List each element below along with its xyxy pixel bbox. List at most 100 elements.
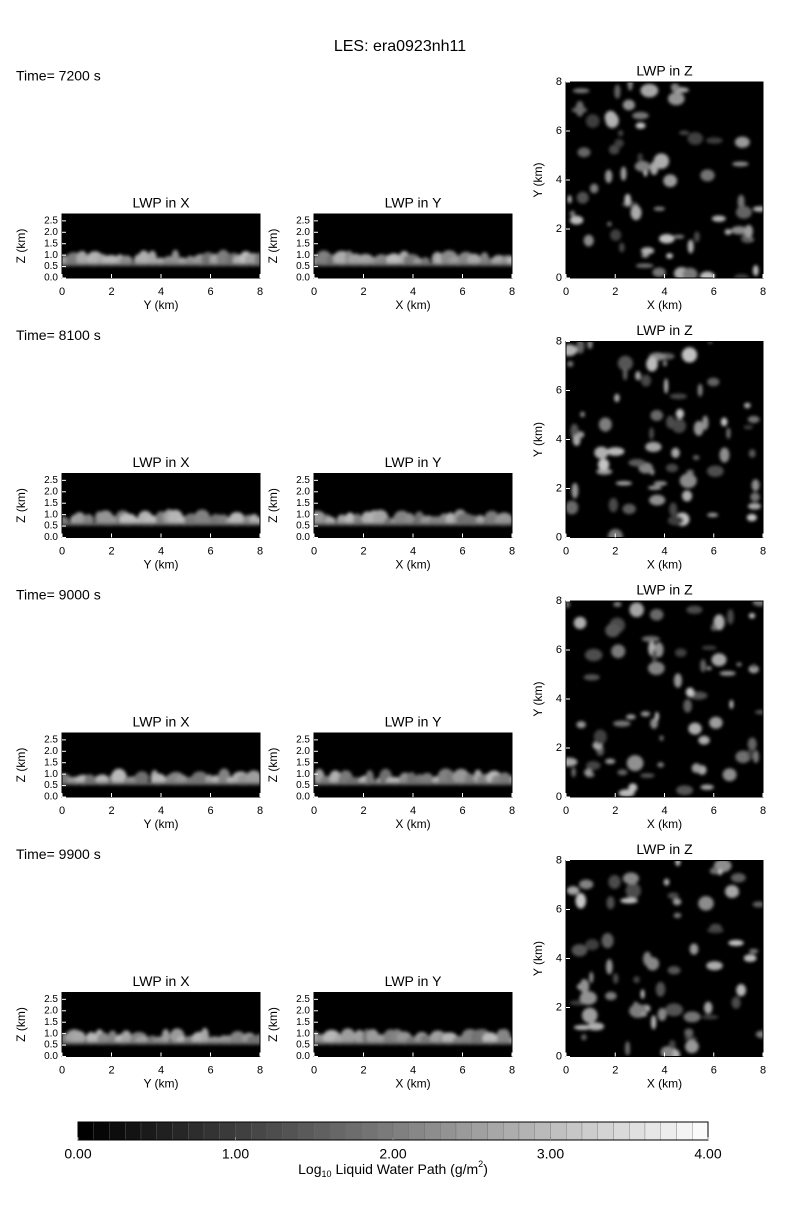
cloud — [572, 434, 581, 446]
y-tick-label: 6 — [556, 384, 562, 396]
cloud — [752, 265, 759, 277]
cloud — [719, 447, 730, 463]
x-axis-label: Y (km) — [143, 1077, 178, 1091]
cloud — [613, 720, 631, 727]
cloud — [697, 383, 703, 397]
cloud — [700, 169, 715, 182]
y-axis-label: Z (km) — [266, 1007, 280, 1042]
x-tick-label: 2 — [360, 805, 366, 817]
x-tick-label: 4 — [661, 286, 667, 298]
cloud — [679, 130, 690, 136]
panel-title: LWP in Z — [636, 322, 693, 338]
cloud — [726, 427, 731, 439]
cloud — [747, 415, 760, 424]
cloud — [689, 943, 699, 955]
colorbar-tick-label: 2.00 — [379, 1146, 406, 1162]
clouds — [566, 860, 763, 1057]
cloud — [744, 224, 753, 238]
cloud — [613, 601, 622, 607]
x-tick-label: 8 — [257, 805, 263, 817]
y-axis-label: Y (km) — [531, 162, 545, 197]
x-tick-label: 2 — [108, 805, 114, 817]
colorbar-tick-label: 0.00 — [64, 1146, 91, 1162]
y-tick-label: 1.5 — [44, 238, 58, 249]
cloud — [640, 83, 659, 98]
cloud — [698, 735, 710, 745]
x-tick-label: 4 — [661, 545, 667, 557]
colorbar-label: Log10 Liquid Water Path (g/m2) — [298, 1159, 488, 1179]
cloud-base — [62, 522, 260, 526]
colorbar-label-part: 2 — [478, 1159, 483, 1169]
cloud — [692, 455, 700, 461]
cloud — [622, 872, 640, 885]
cloud — [576, 721, 586, 729]
x-tick-label: 8 — [257, 545, 263, 557]
cloud — [569, 210, 576, 217]
colorbar-label-part: 10 — [322, 1169, 332, 1179]
cloud — [635, 122, 646, 129]
colorbar-segment — [203, 1121, 220, 1141]
x-tick-label: 6 — [207, 1064, 213, 1076]
cloud — [606, 959, 613, 975]
cloud — [707, 927, 724, 934]
colorbar-segment — [487, 1121, 504, 1141]
cloud — [660, 1046, 673, 1057]
cloud-base — [314, 263, 512, 267]
cloud — [667, 966, 681, 975]
colorbar-tick-label: 1.00 — [222, 1146, 249, 1162]
x-tick-label: 0 — [311, 545, 317, 557]
cloud — [736, 984, 747, 997]
cloud — [649, 494, 666, 506]
colorbar-segment — [534, 1121, 551, 1141]
cloud — [711, 624, 717, 632]
colorbar-segment — [550, 1121, 567, 1141]
cloud — [625, 882, 641, 899]
cloud — [748, 502, 762, 510]
y-tick-label: 1.0 — [296, 769, 310, 780]
cloud — [581, 1007, 598, 1024]
cloud — [111, 768, 127, 786]
time-label: Time= 9000 s — [16, 587, 101, 603]
cloud — [614, 393, 620, 403]
cloud — [671, 447, 680, 458]
colorbar-segment — [440, 1121, 457, 1141]
colorbar-tick-label: 4.00 — [694, 1146, 721, 1162]
y-axis-label: Z (km) — [266, 748, 280, 783]
x-tick-label: 8 — [760, 545, 766, 557]
y-tick-label: 0.0 — [296, 792, 310, 803]
cloud — [681, 347, 698, 363]
colorbar-segment — [581, 1121, 598, 1141]
cloud — [345, 512, 356, 526]
x-tick-label: 4 — [410, 805, 416, 817]
panel-title: LWP in Y — [385, 973, 442, 989]
cloud — [667, 92, 685, 106]
cloud — [629, 602, 644, 618]
x-tick-label: 2 — [612, 805, 618, 817]
cloud — [579, 879, 594, 890]
colorbar-label-part: Log — [298, 1161, 321, 1177]
colorbar-segment — [676, 1121, 693, 1141]
y-tick-label: 0 — [556, 531, 562, 543]
panel-title: LWP in Z — [636, 841, 693, 857]
colorbar-segment — [455, 1121, 472, 1141]
panel-title: LWP in Z — [636, 582, 693, 598]
cloud — [597, 458, 610, 471]
y-tick-label: 2.0 — [296, 486, 310, 497]
cloud — [640, 247, 655, 255]
cloud — [622, 99, 636, 111]
x-tick-label: 2 — [612, 1064, 618, 1076]
cloud — [707, 341, 713, 345]
cloud — [686, 469, 694, 476]
cloud-base — [314, 1041, 512, 1045]
clouds — [314, 509, 512, 526]
y-tick-label: 1.5 — [296, 757, 310, 768]
cloud — [498, 772, 512, 786]
y-tick-label: 0.5 — [44, 1040, 58, 1051]
y-tick-label: 8 — [556, 854, 562, 866]
cloud — [737, 194, 745, 210]
cloud — [617, 130, 624, 137]
x-tick-label: 8 — [257, 286, 263, 298]
cloud — [724, 885, 739, 899]
cloud — [76, 250, 88, 267]
cloud — [732, 161, 749, 167]
